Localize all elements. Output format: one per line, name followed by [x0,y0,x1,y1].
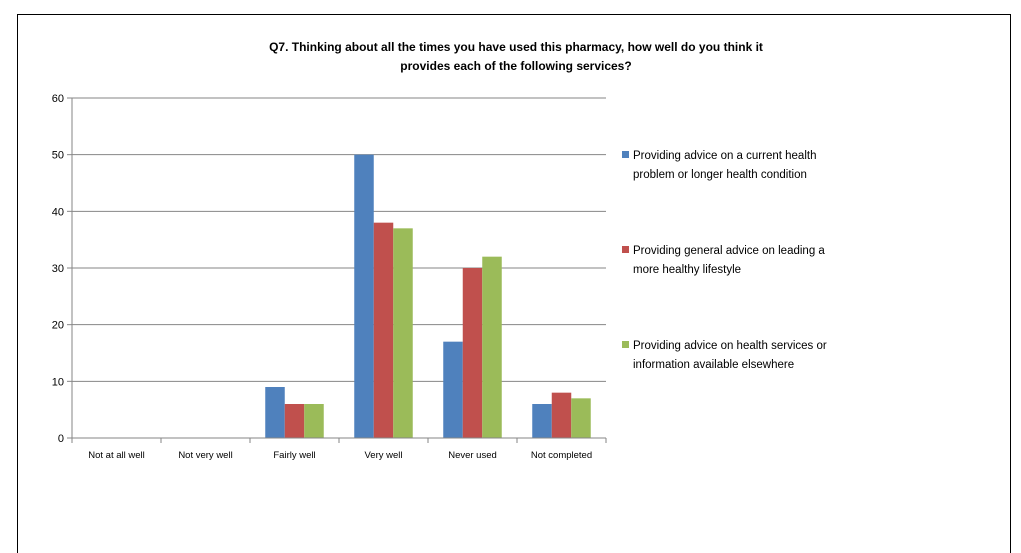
gridlines [72,97,606,382]
legend-label: Providing advice on a current health [633,150,816,162]
bar [373,222,394,438]
x-category-label: Fairly well [273,450,315,461]
bar [304,404,324,438]
bar [462,268,483,438]
legend-label: Providing general advice on leading a [633,245,825,257]
legend-label: information available elsewhere [633,359,794,371]
legend-swatch [622,341,629,348]
y-tick-label: 20 [52,320,64,332]
x-category-label: Not completed [531,450,592,461]
bar [482,256,502,438]
legend-label: more healthy lifestyle [633,264,741,276]
y-tick-label: 30 [52,263,64,275]
bar [393,228,413,438]
y-axis-ticks: 0 10 20 30 40 50 60 [52,93,72,445]
bar [265,387,285,438]
legend-swatch [622,151,629,158]
y-tick-label: 60 [52,93,64,105]
x-category-label: Not very well [178,450,232,461]
chart-title-line-2: provides each of the following services? [400,59,631,73]
chart-frame [17,14,1011,553]
x-axis-categories: Not at all well Not very well Fairly well V… [88,450,592,461]
x-category-label: Never used [448,450,497,461]
legend-swatch [622,246,629,253]
y-tick-label: 10 [52,376,64,388]
x-category-label: Very well [364,450,402,461]
x-category-label: Not at all well [88,450,145,461]
bars [265,154,591,438]
bar [354,154,374,438]
legend: Providing advice on a current health prob… [622,150,827,371]
bar [532,404,552,438]
bar [443,341,463,438]
chart-title-line-1: Q7. Thinking about all the times you hav… [269,40,763,54]
legend-label: Providing advice on health services or [633,340,827,352]
legend-label: problem or longer health condition [633,169,807,181]
y-tick-label: 0 [58,433,64,445]
axes [71,98,607,443]
bar [284,404,305,438]
y-tick-label: 50 [52,150,64,162]
y-tick-label: 40 [52,206,64,218]
bar [551,392,572,438]
bar [571,398,591,438]
